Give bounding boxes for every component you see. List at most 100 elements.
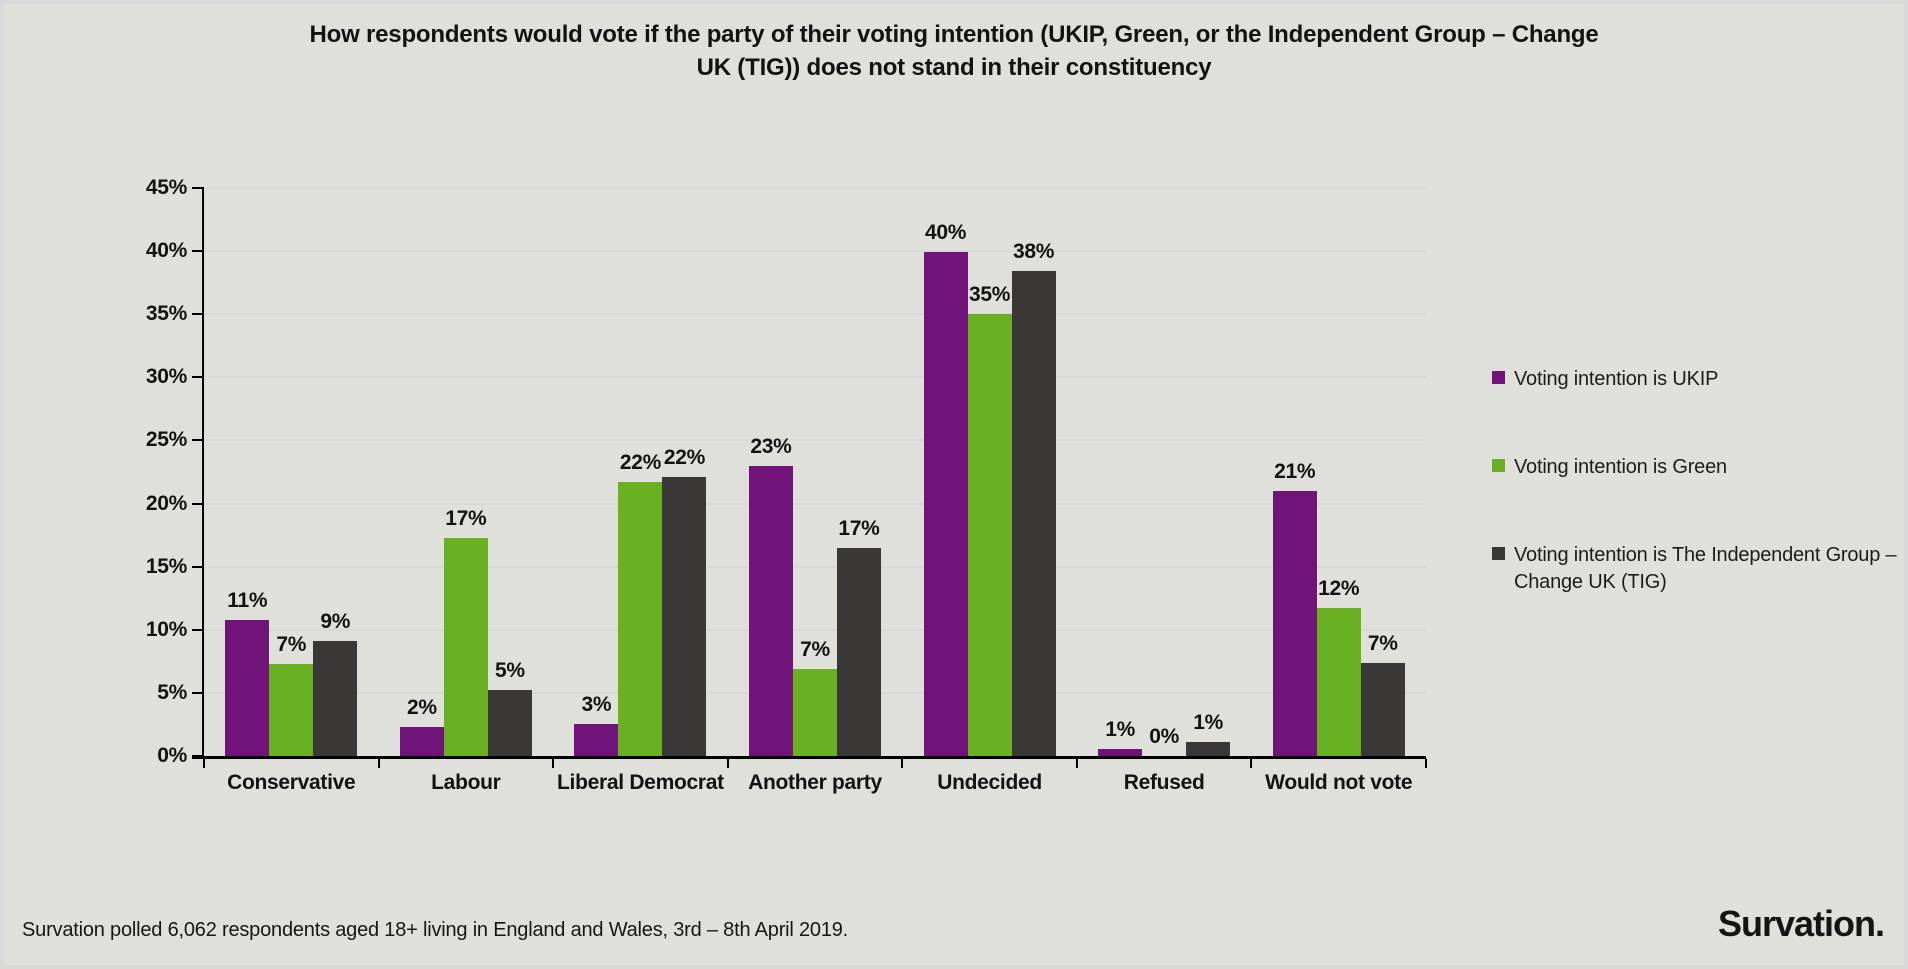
y-axis-tick-label: 20% (145, 491, 187, 515)
x-axis-tick (901, 759, 904, 768)
bar (574, 724, 619, 756)
bar (923, 252, 968, 756)
bar (225, 619, 270, 756)
survation-logo: Survation. (1717, 903, 1885, 944)
legend-swatch (1492, 547, 1505, 560)
grid-line (204, 376, 1426, 379)
legend-label: Voting intention is Green (1514, 456, 1727, 478)
x-axis-tick (552, 759, 555, 768)
bar (662, 477, 707, 756)
x-axis-tick (726, 759, 729, 768)
y-axis-tick-label: 5% (157, 680, 187, 704)
y-axis-tick-label: 35% (145, 302, 187, 326)
bar (837, 547, 881, 756)
y-axis-tick-label: 40% (145, 239, 187, 263)
bar (1360, 662, 1405, 756)
bar-value-label: 1% (1193, 711, 1224, 735)
chart-title-line-2: UK (TIG)) does not stand in their consti… (696, 54, 1212, 81)
x-axis-tick (1075, 759, 1078, 768)
bar-value-label: 12% (1318, 577, 1360, 601)
chart-title: How respondents would vote if the party … (154, 18, 1754, 84)
x-axis-category-label: Undecided (937, 771, 1042, 794)
bar-value-label: 7% (800, 637, 830, 661)
x-axis-tick (1250, 759, 1253, 768)
legend-swatch (1492, 371, 1505, 384)
bar (399, 726, 444, 756)
bar-value-label: 21% (1274, 459, 1316, 483)
y-axis-tick-label: 30% (145, 365, 187, 389)
grid-line (204, 628, 1426, 631)
y-axis-tick (192, 439, 203, 442)
bar-value-label: 7% (1367, 631, 1398, 655)
bar-value-label: 9% (320, 610, 351, 634)
x-axis-category-label: Liberal Democrat (557, 771, 724, 794)
legend-item: Voting intention is The Independent Grou… (1492, 542, 1904, 596)
legend-swatch (1492, 459, 1505, 472)
bar (313, 641, 358, 756)
bar-value-label: 22% (663, 446, 705, 470)
grid-line (204, 565, 1426, 568)
bar (1011, 271, 1056, 756)
bar (1272, 490, 1317, 756)
legend-item: Voting intention is Green (1492, 454, 1727, 481)
grid-line (204, 187, 1426, 189)
bar (749, 465, 793, 756)
bar-value-label: 5% (494, 659, 525, 683)
x-axis-category-label: Would not vote (1265, 771, 1413, 794)
x-axis-tick (203, 759, 205, 768)
grid-line (204, 502, 1426, 505)
x-axis-tick (1425, 759, 1427, 768)
bar-value-label: 2% (406, 695, 437, 719)
bar (618, 482, 663, 756)
legend-item: Voting intention is UKIP (1492, 366, 1718, 393)
bar-value-label: 17% (838, 516, 880, 540)
bar (1098, 749, 1143, 756)
y-axis-tick (192, 250, 203, 253)
y-axis-tick-label: 15% (145, 554, 187, 578)
bar (967, 314, 1012, 756)
bar-value-label: 40% (924, 221, 967, 245)
y-axis-tick-label: 25% (145, 428, 187, 452)
bar (793, 668, 837, 756)
grid-line (204, 313, 1426, 316)
y-axis-tick (192, 376, 203, 379)
y-axis-tick (192, 628, 203, 631)
y-axis-tick-label: 10% (145, 617, 187, 641)
bar (1316, 608, 1361, 756)
bar-value-label: 22% (619, 451, 661, 475)
y-axis-tick-label: 0% (157, 744, 187, 767)
x-axis-category-label: Labour (431, 771, 501, 794)
bar-value-label: 11% (227, 588, 268, 612)
bar-value-label: 1% (1105, 718, 1136, 742)
y-axis-tick (192, 691, 203, 694)
y-axis-line (202, 187, 204, 756)
grid-line (204, 250, 1426, 253)
y-axis-tick (192, 565, 203, 568)
bar (443, 537, 488, 756)
bar-value-label: 23% (750, 434, 792, 458)
x-axis-line (192, 756, 1426, 759)
grid-line (204, 439, 1426, 442)
bar-value-label: 3% (581, 693, 612, 717)
bar (1186, 742, 1231, 756)
bar (487, 690, 532, 756)
y-axis-tick (192, 755, 203, 757)
x-axis-category-label: Refused (1123, 771, 1205, 794)
bar-value-label: 7% (276, 632, 307, 656)
x-axis-category-label: Another party (748, 771, 882, 794)
y-axis-tick (192, 313, 203, 316)
bar-value-label: 38% (1012, 240, 1055, 264)
legend-label: Voting intention is The Independent Grou… (1514, 544, 1897, 593)
y-axis-tick (192, 187, 203, 189)
bar-value-label: 0% (1149, 725, 1180, 748)
bar (269, 663, 314, 756)
y-axis-tick-label: 45% (145, 176, 187, 199)
bar-value-label: 17% (445, 506, 487, 530)
bar-value-label: 35% (968, 283, 1011, 307)
y-axis-tick (192, 502, 203, 505)
x-axis-category-label: Conservative (227, 771, 356, 794)
legend-label: Voting intention is UKIP (1514, 368, 1719, 390)
chart-title-line-1: How respondents would vote if the party … (309, 21, 1599, 48)
footer-note: Survation polled 6,062 respondents aged … (22, 919, 849, 941)
